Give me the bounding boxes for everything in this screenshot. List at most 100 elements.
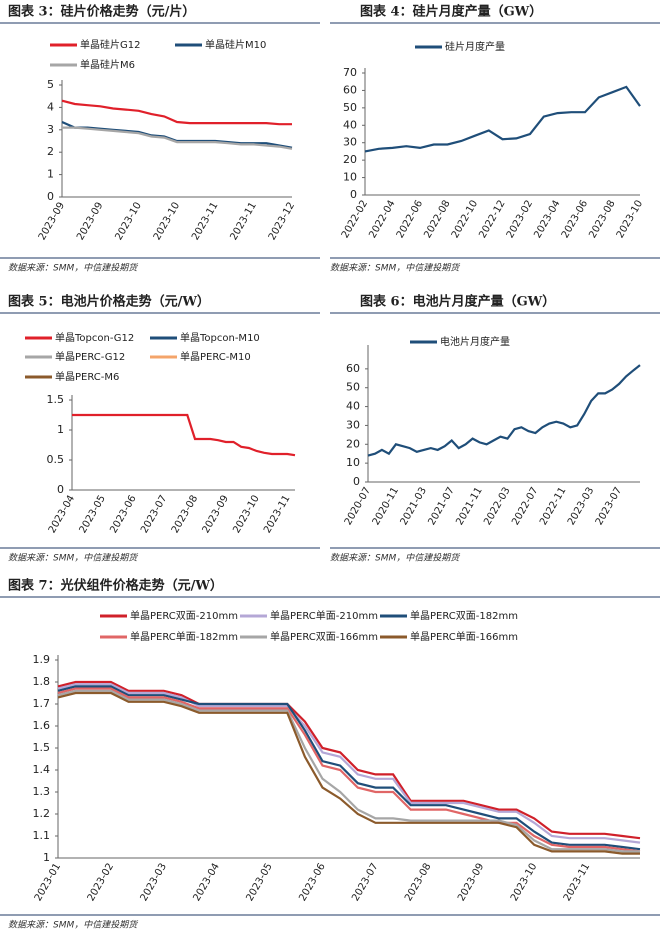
series-line: [57, 685, 641, 851]
x-tick-label: 2023-09: [456, 862, 486, 904]
legend-label: 单晶PERC单面-210mm: [270, 610, 378, 622]
x-tick-label: 2021-03: [399, 486, 429, 528]
x-tick-label: 2021-07: [426, 486, 456, 528]
y-tick-label: 0: [350, 188, 357, 201]
x-tick-label: 2023-07: [594, 486, 624, 528]
legend-label: 单晶PERC双面-182mm: [410, 610, 518, 622]
legend-label: 电池片月度产量: [440, 335, 510, 348]
legend-label: 硅片月度产量: [445, 40, 505, 53]
x-tick-label: 2020-11: [371, 486, 401, 528]
legend-label: 单晶Topcon-G12: [55, 332, 134, 344]
x-tick-label: 2023-04: [532, 199, 562, 241]
x-tick-label: 2022-12: [477, 199, 507, 241]
x-tick-label: 2023-11: [562, 862, 592, 904]
y-tick-label: 4: [47, 100, 54, 113]
figure-title: 图表 5：电池片价格走势（元/W）: [8, 294, 210, 310]
y-tick-label: 20: [346, 437, 360, 450]
y-tick-label: 0: [47, 190, 54, 203]
y-tick-label: 1.5: [47, 393, 65, 406]
x-tick-label: 2023-10: [113, 201, 143, 243]
x-tick-label: 2023-11: [228, 201, 258, 243]
legend-label: 单晶PERC双面-166mm: [270, 631, 378, 643]
y-tick-label: 0: [57, 483, 64, 496]
y-tick-label: 30: [343, 136, 357, 149]
legend-label: 单晶PERC-M6: [55, 371, 119, 383]
y-tick-label: 1.2: [33, 807, 51, 820]
x-tick-label: 2023-06: [297, 862, 327, 904]
x-tick-label: 2023-04: [191, 862, 221, 904]
legend-label: 单晶PERC单面-166mm: [410, 631, 518, 643]
y-tick-label: 1: [47, 168, 54, 181]
series-line: [57, 683, 641, 844]
series-line: [62, 126, 293, 150]
x-tick-label: 2022-04: [367, 199, 397, 241]
legend-label: 单晶PERC-G12: [55, 351, 125, 363]
y-tick-label: 1.6: [33, 719, 51, 732]
x-tick-label: 2023-10: [231, 494, 261, 536]
x-tick-label: 2023-08: [587, 199, 617, 241]
y-tick-label: 60: [346, 362, 360, 375]
x-tick-label: 2023-08: [403, 862, 433, 904]
x-tick-label: 2023-09: [37, 201, 67, 243]
x-tick-label: 2023-07: [350, 862, 380, 904]
series-line: [367, 364, 641, 457]
y-tick-label: 0: [353, 475, 360, 488]
series-line: [72, 413, 296, 457]
y-tick-label: 0.5: [47, 453, 65, 466]
x-tick-label: 2023-10: [509, 862, 539, 904]
source-note: 数据来源：SMM，中信建投期货: [8, 920, 139, 931]
x-tick-label: 2023-05: [244, 862, 274, 904]
legend-label: 单晶硅片G12: [80, 38, 140, 51]
y-tick-label: 2: [47, 145, 54, 158]
legend-label: 单晶PERC双面-210mm: [130, 610, 238, 622]
series-line: [364, 85, 641, 153]
figure-title: 图表 7：光伏组件价格走势（元/W）: [8, 578, 223, 594]
legend-label: 单晶Topcon-M10: [180, 332, 260, 344]
series-line: [57, 687, 641, 853]
x-tick-label: 2023-02: [86, 862, 116, 904]
y-tick-label: 1.7: [33, 697, 51, 710]
x-tick-label: 2023-11: [262, 494, 292, 536]
y-tick-label: 1.8: [33, 675, 51, 688]
y-tick-label: 10: [343, 171, 357, 184]
legend-label: 单晶PERC单面-182mm: [130, 631, 238, 643]
y-tick-label: 50: [346, 381, 360, 394]
y-tick-label: 40: [346, 400, 360, 413]
x-tick-label: 2023-09: [75, 201, 105, 243]
x-tick-label: 2023-03: [139, 862, 169, 904]
figure-title: 图表 4：硅片月度产量（GW）: [360, 4, 542, 20]
y-tick-label: 1.9: [33, 653, 51, 666]
y-tick-label: 10: [346, 456, 360, 469]
x-tick-label: 2023-12: [267, 201, 297, 243]
legend-label: 单晶PERC-M10: [180, 351, 251, 363]
series-line: [57, 691, 640, 855]
figure-title: 图表 6：电池片月度产量（GW）: [360, 294, 555, 310]
y-tick-label: 20: [343, 153, 357, 166]
y-tick-label: 1.1: [33, 829, 51, 842]
x-tick-label: 2022-03: [482, 486, 512, 528]
legend-label: 单晶硅片M6: [80, 58, 135, 71]
source-note: 数据来源：SMM，中信建投期货: [8, 263, 139, 274]
source-note: 数据来源：SMM，中信建投期货: [8, 553, 139, 564]
x-tick-label: 2022-06: [395, 199, 425, 241]
x-tick-label: 2022-08: [422, 199, 452, 241]
legend-label: 单晶硅片M10: [205, 38, 266, 51]
x-tick-label: 2023-09: [201, 494, 231, 536]
y-tick-label: 1.5: [33, 741, 51, 754]
x-tick-label: 2023-03: [566, 486, 596, 528]
y-tick-label: 1: [57, 423, 64, 436]
source-note: 数据来源：SMM，中信建投期货: [330, 263, 461, 274]
x-tick-label: 2022-02: [340, 199, 370, 241]
y-tick-label: 60: [343, 83, 357, 96]
x-tick-label: 2023-10: [615, 199, 645, 241]
x-tick-label: 2023-11: [190, 200, 220, 242]
y-tick-label: 1.4: [33, 763, 51, 776]
x-tick-label: 2023-07: [139, 494, 169, 536]
y-tick-label: 70: [343, 66, 357, 79]
x-tick-label: 2023-10: [152, 201, 182, 243]
x-tick-label: 2021-11: [454, 485, 484, 527]
x-tick-label: 2022-11: [538, 486, 568, 528]
source-note: 数据来源：SMM，中信建投期货: [330, 553, 461, 564]
y-tick-label: 40: [343, 118, 357, 131]
